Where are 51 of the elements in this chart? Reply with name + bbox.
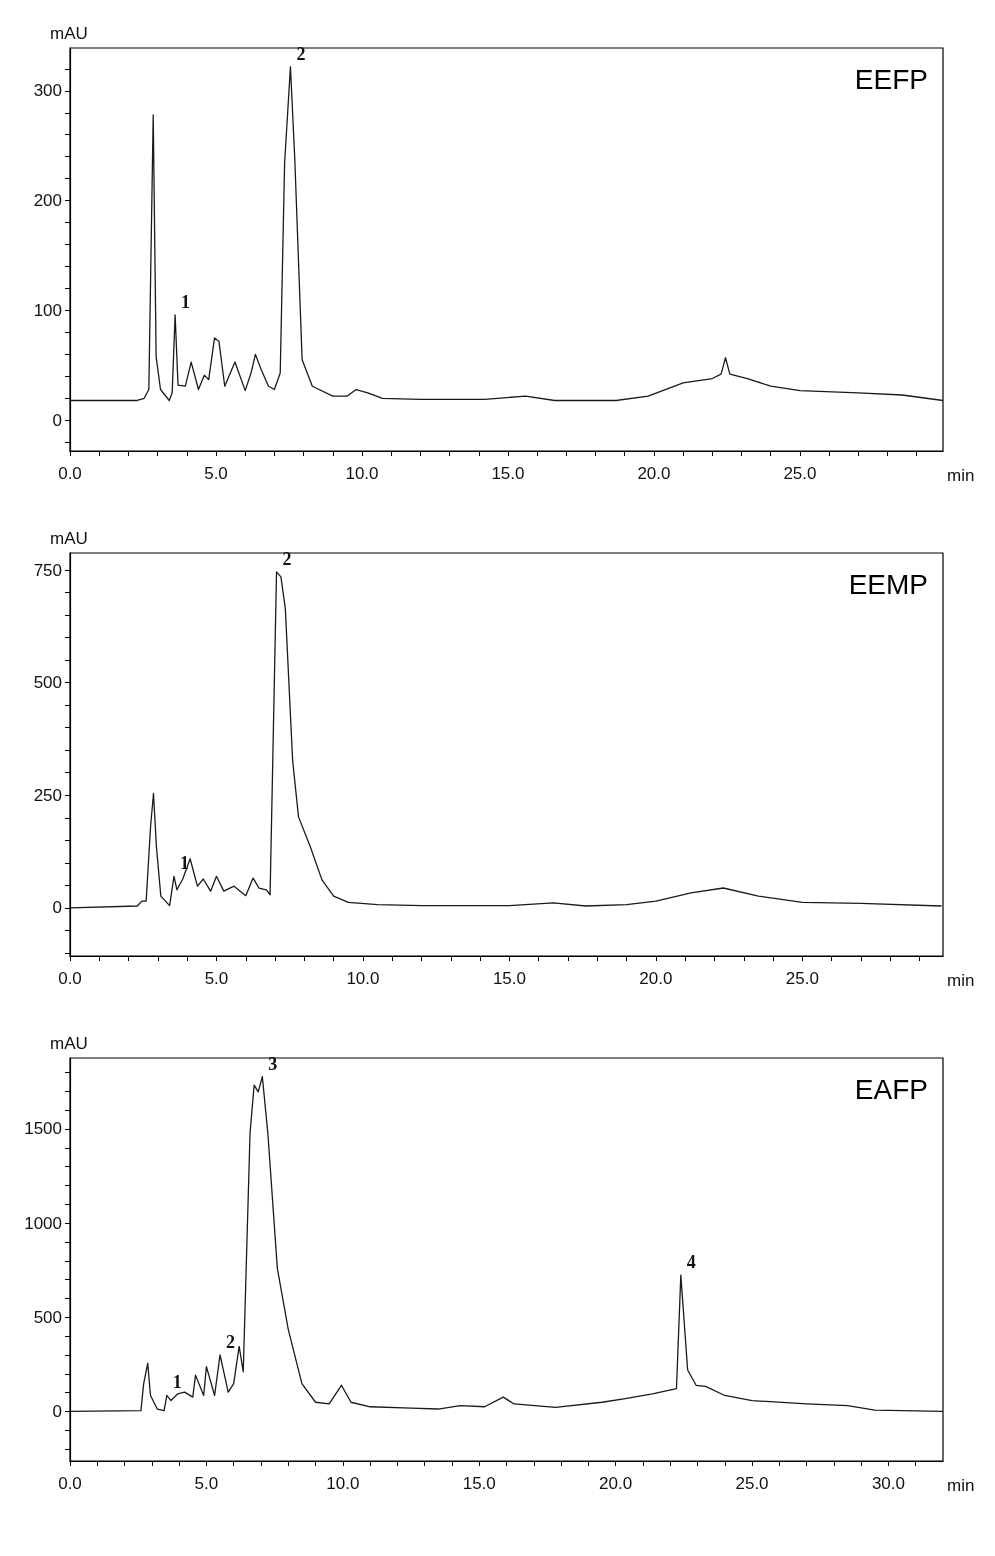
- y-tick-label: 0: [52, 410, 62, 430]
- y-axis-title: mAU: [50, 529, 88, 548]
- line-series: [69, 66, 944, 402]
- x-tick-label: 20.0: [599, 1474, 633, 1493]
- x-tick-label: 25.0: [785, 969, 819, 988]
- x-tick-label: 5.0: [204, 464, 228, 483]
- x-tick-label: 10.0: [345, 464, 379, 483]
- y-tick-label: 500: [33, 1307, 62, 1327]
- annotation: 4: [686, 1252, 696, 1273]
- y-tick-label: 250: [33, 785, 62, 805]
- x-tick-label: 10.0: [326, 1474, 360, 1493]
- annotation: 1: [181, 291, 191, 312]
- y-tick-label: 0: [52, 1401, 62, 1421]
- y-axis-title: mAU: [50, 1034, 88, 1053]
- x-tick-label: 15.0: [492, 969, 526, 988]
- annotation: 2: [226, 1331, 236, 1352]
- x-tick-label: 5.0: [204, 969, 229, 988]
- y-tick-label: 100: [33, 300, 62, 320]
- x-tick-label: 25.0: [735, 1474, 769, 1493]
- text: EEFP: [854, 63, 929, 95]
- x-tick-label: 20.0: [639, 969, 673, 988]
- y-axis-title: mAU: [50, 24, 88, 43]
- x-tick-label: 30.0: [871, 1474, 905, 1493]
- line-series: [69, 1075, 944, 1413]
- annotation: 2: [282, 548, 292, 569]
- y-tick-label: 300: [33, 81, 62, 101]
- x-tick-label: 0.0: [58, 969, 82, 988]
- y-tick-label: 1500: [24, 1119, 62, 1139]
- x-tick-label: 0.0: [58, 1474, 82, 1493]
- x-tick-label: 15.0: [491, 464, 525, 483]
- y-tick-label: 200: [33, 191, 62, 211]
- text: EEMP: [848, 568, 929, 600]
- x-tick-label: 25.0: [783, 464, 817, 483]
- x-tick-label: 0.0: [58, 464, 82, 483]
- x-axis-title: min: [947, 466, 975, 485]
- x-axis-title: min: [947, 971, 975, 990]
- annotation: 2: [296, 43, 306, 64]
- x-tick-label: 15.0: [462, 1474, 496, 1493]
- x-tick-label: 10.0: [346, 969, 380, 988]
- x-tick-label: 20.0: [637, 464, 671, 483]
- y-tick-label: 500: [33, 673, 62, 693]
- annotation: 1: [172, 1372, 182, 1393]
- line-series: [69, 571, 943, 909]
- text: EAFP: [854, 1073, 929, 1105]
- y-tick-label: 1000: [24, 1213, 62, 1233]
- annotation: 3: [268, 1053, 278, 1074]
- x-axis-title: min: [947, 1476, 975, 1495]
- y-tick-label: 750: [33, 560, 62, 580]
- y-tick-label: 0: [52, 898, 62, 918]
- annotation: 1: [180, 853, 189, 874]
- x-tick-label: 5.0: [194, 1474, 219, 1493]
